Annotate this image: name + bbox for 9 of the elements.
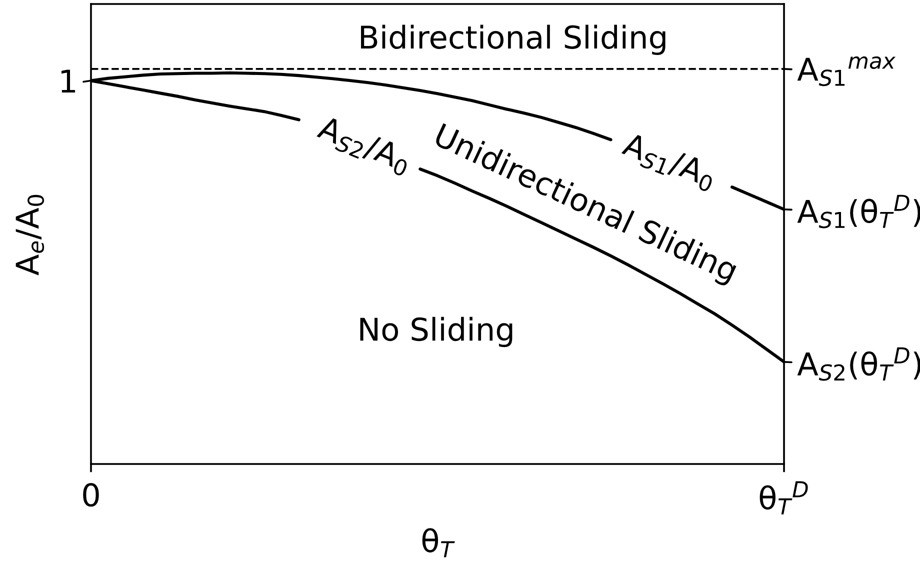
annotation: No Sliding [360, 316, 512, 348]
text: A$_{S2}$/A$_{0}$ [314, 115, 413, 177]
annotation: 1 [61, 70, 76, 93]
y-axis-title: A$_{e}$/A$_{0}$ [16, 194, 44, 276]
ref-line-label: A$_{S1}$$^{max}$ [797, 56, 896, 86]
x-tick-label: 0 [83, 483, 99, 507]
x-tick-label: θ$_{T}$$^{D}$ [760, 481, 808, 514]
x-axis-title: θ$_{T}$ [422, 528, 455, 558]
text: Bidirectional Sliding [361, 24, 666, 55]
